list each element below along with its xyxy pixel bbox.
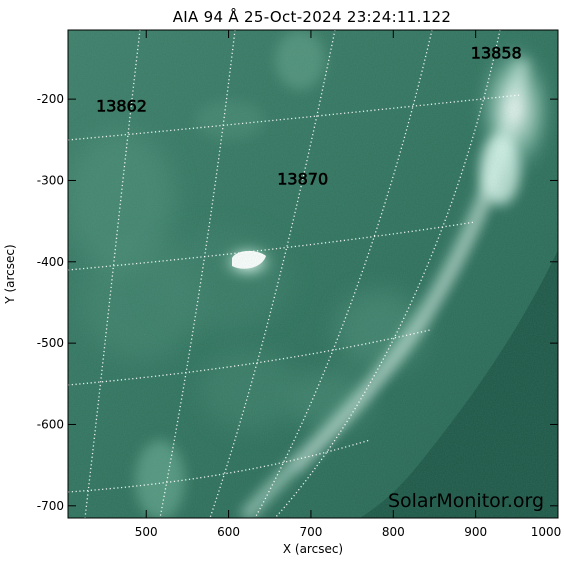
x-tick-label: 900 <box>464 525 487 539</box>
y-axis-label: Y (arcsec) <box>3 244 17 304</box>
y-tick-label: -300 <box>37 173 64 187</box>
y-tick-label: -600 <box>37 417 64 431</box>
x-tick-label: 700 <box>299 525 322 539</box>
x-axis-label: X (arcsec) <box>283 542 343 556</box>
x-tick-label: 1000 <box>531 525 562 539</box>
figure-title: AIA 94 Å 25-Oct-2024 23:24:11.122 <box>173 7 451 26</box>
y-tick-label: -200 <box>37 92 64 106</box>
active-region-label: 13858 <box>471 43 522 62</box>
active-region-labels: 13862 13870 13858 <box>96 43 522 189</box>
x-tick-label: 600 <box>217 525 240 539</box>
y-axis-ticks: -200 -300 -400 -500 -600 -700 <box>37 92 558 513</box>
x-tick-label: 800 <box>382 525 405 539</box>
active-region-label: 13862 <box>96 96 147 115</box>
y-tick-label: -500 <box>37 336 64 350</box>
solar-image <box>68 30 558 518</box>
x-axis-ticks: 500 600 700 800 900 1000 <box>135 30 561 539</box>
y-tick-label: -700 <box>37 499 64 513</box>
plot-frame <box>67 29 559 519</box>
y-tick-label: -400 <box>37 255 64 269</box>
heliographic-grid <box>68 30 521 518</box>
active-region-label: 13870 <box>277 170 328 189</box>
x-tick-label: 500 <box>135 525 158 539</box>
watermark: SolarMonitor.org <box>388 490 544 512</box>
